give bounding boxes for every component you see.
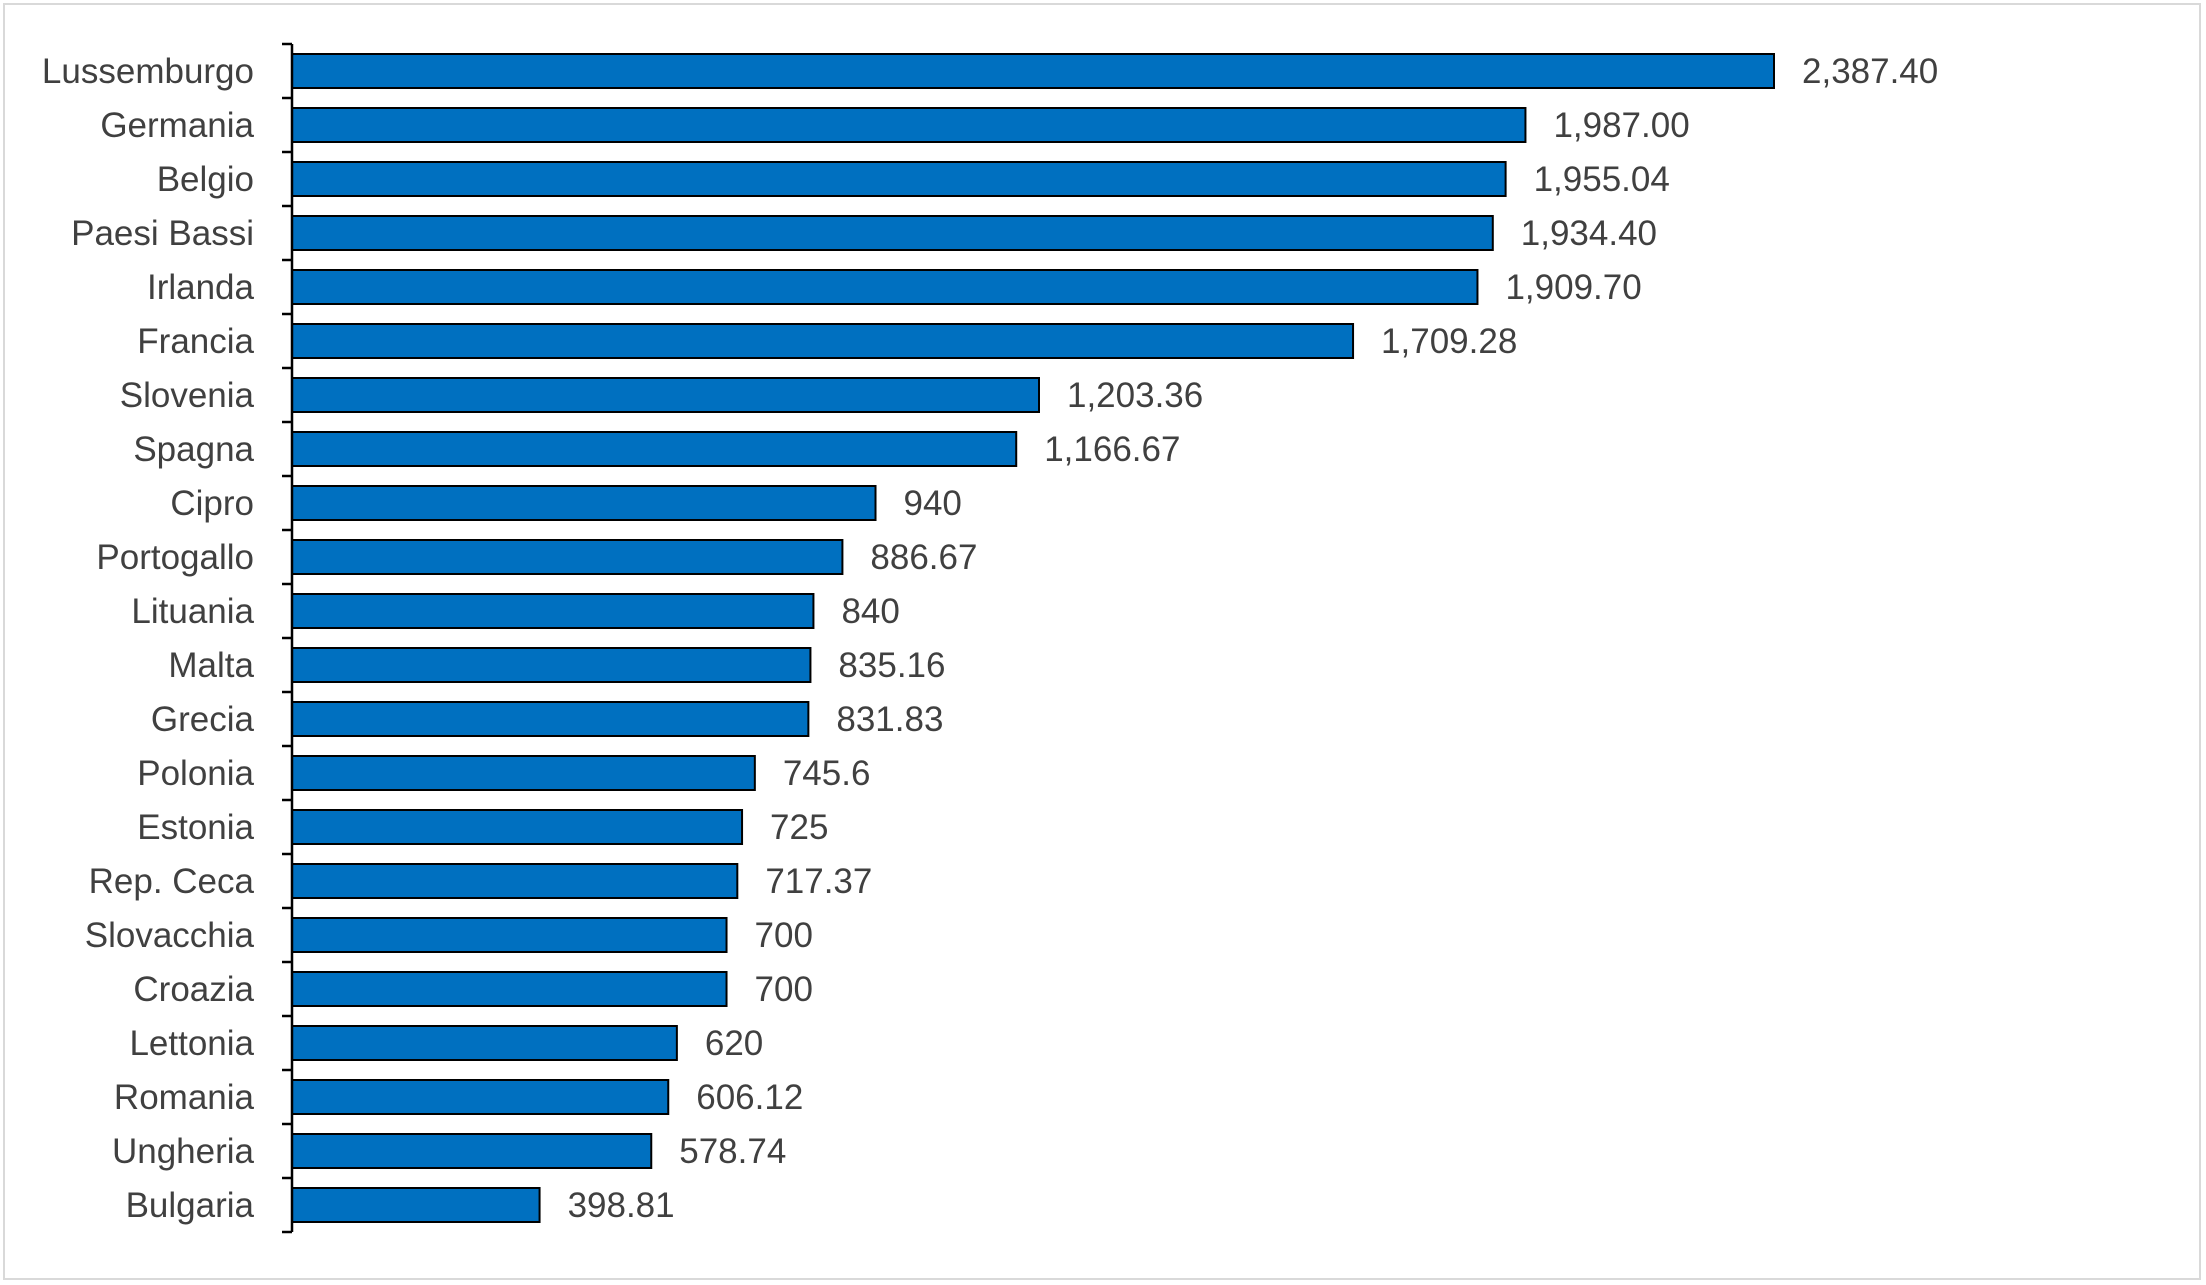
bar-francia [291,323,1355,359]
bar-portogallo [291,539,844,575]
data-label: 700 [755,970,813,1009]
bar-irlanda [291,269,1479,305]
category-label: Cipro [170,484,254,523]
data-label: 831.83 [836,700,943,739]
category-label: Estonia [137,808,254,847]
data-label: 1,934.40 [1521,214,1657,253]
data-label: 725 [770,808,828,847]
bar-lettonia [291,1025,678,1061]
category-label: Paesi Bassi [71,214,254,253]
bar-estonia [291,809,744,845]
data-label: 606.12 [696,1078,803,1117]
data-label: 886.67 [870,538,977,577]
bar-belgio [291,161,1507,197]
category-label: Ungheria [112,1132,255,1171]
data-label: 2,387.40 [1802,52,1938,91]
bar-paesi-bassi [291,215,1494,251]
category-label: Grecia [151,700,255,739]
category-label: Croazia [133,970,254,1009]
data-label: 745.6 [783,754,871,793]
category-label: Slovacchia [85,916,255,955]
data-label: 840 [841,592,899,631]
data-label: 1,955.04 [1534,160,1670,199]
bar-romania [291,1079,670,1115]
category-label: Romania [114,1078,255,1117]
category-label: Lituania [131,592,254,631]
category-label: Rep. Ceca [89,862,255,901]
category-label: Portogallo [96,538,254,577]
value-labels: 2,387.40 1,987.00 1,955.04 1,934.40 1,909.70… [568,52,1939,1225]
bar-spagna [291,431,1018,467]
bars-group [291,53,1775,1223]
category-label: Malta [168,646,254,685]
data-label: 578.74 [679,1132,786,1171]
category-label: Francia [137,322,254,361]
bar-lituania [291,593,815,629]
data-label: 620 [705,1024,763,1063]
bar-croazia [291,971,728,1007]
category-label: Lussemburgo [42,52,254,91]
category-label: Belgio [157,160,254,199]
bar-bulgaria [291,1187,541,1223]
data-label: 700 [755,916,813,955]
data-label: 1,909.70 [1505,268,1641,307]
bar-slovacchia [291,917,728,953]
category-label: Lettonia [129,1024,254,1063]
bar-ungheria [291,1133,653,1169]
bar-germania [291,107,1527,143]
data-label: 1,987.00 [1553,106,1689,145]
bar-lussemburgo [291,53,1775,89]
bar-slovenia [291,377,1040,413]
data-label: 1,709.28 [1381,322,1517,361]
category-label: Irlanda [147,268,255,307]
bar-polonia [291,755,756,791]
category-label: Polonia [137,754,254,793]
category-labels: Lussemburgo Germania Belgio Paesi Bassi Irla… [42,52,255,1225]
category-label: Bulgaria [126,1186,255,1225]
bar-rep-ceca [291,863,739,899]
data-label: 717.37 [765,862,872,901]
category-label: Spagna [133,430,254,469]
data-label: 940 [904,484,962,523]
data-label: 1,203.36 [1067,376,1203,415]
data-label: 835.16 [838,646,945,685]
bar-cipro [291,485,877,521]
y-axis [282,42,294,1234]
bar-malta [291,647,812,683]
data-label: 1,166.67 [1044,430,1180,469]
category-label: Slovenia [120,376,255,415]
bar-grecia [291,701,810,737]
category-label: Germania [100,106,254,145]
data-label: 398.81 [568,1186,675,1225]
